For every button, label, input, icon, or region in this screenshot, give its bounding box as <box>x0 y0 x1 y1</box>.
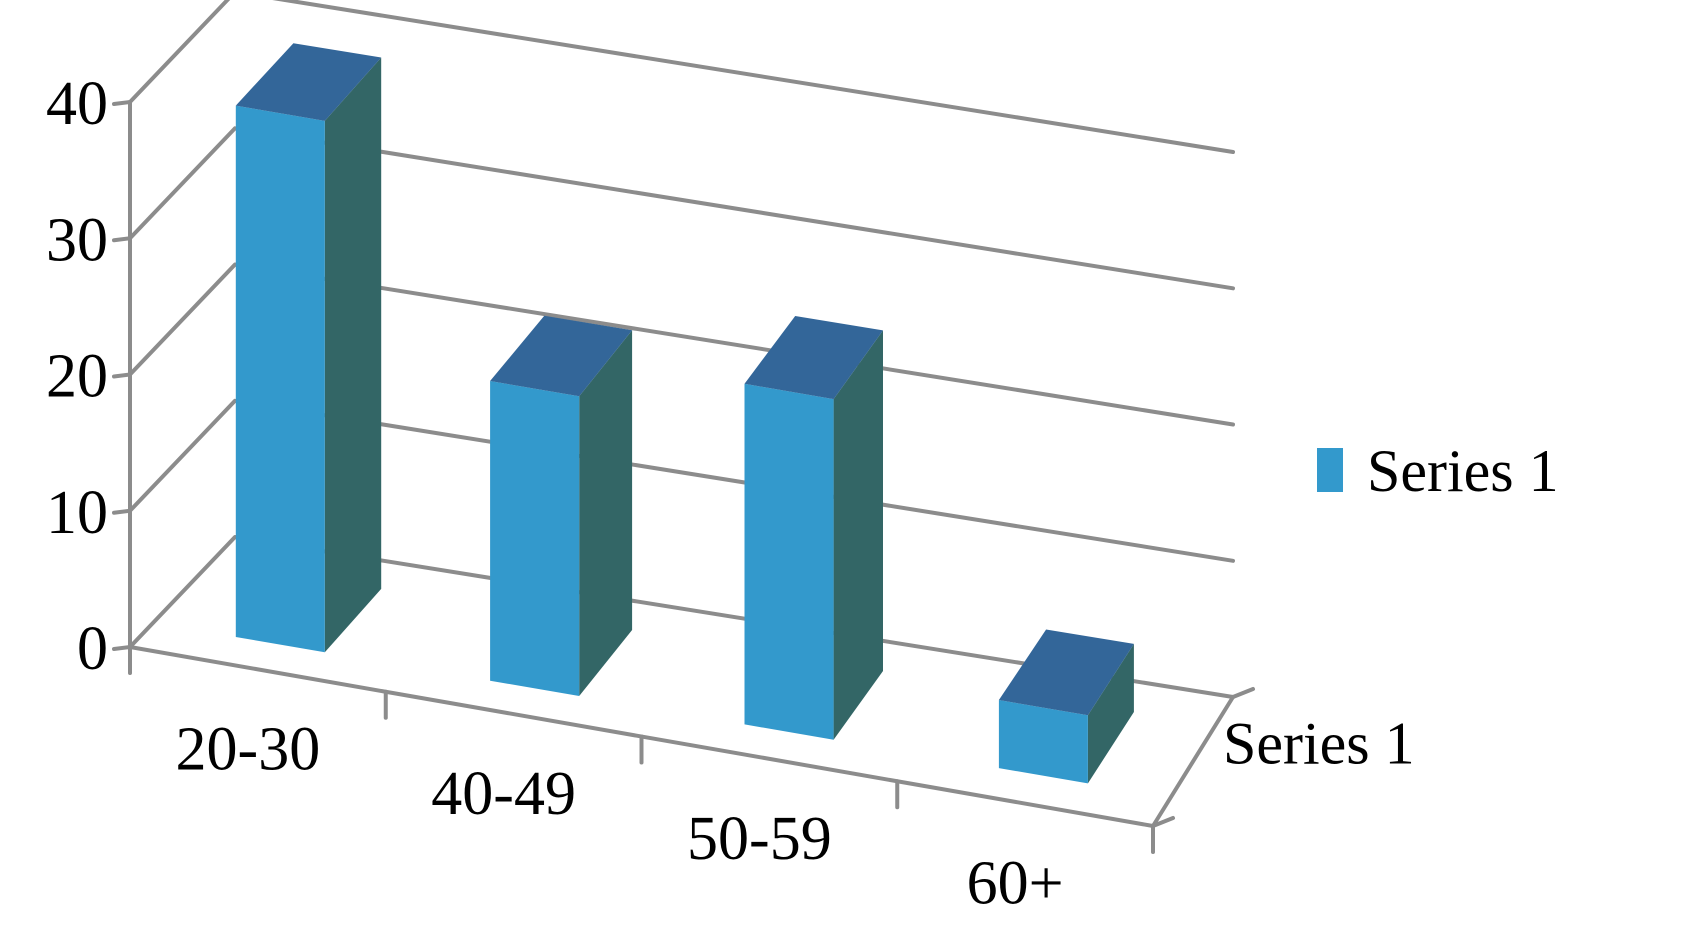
gridline-20 <box>128 262 1235 427</box>
bar-side-50-59 <box>833 330 883 740</box>
y-tick-label-0: 0 <box>77 615 108 683</box>
y-tick-label-20: 20 <box>46 343 108 411</box>
gridline-10 <box>128 398 1235 563</box>
legend-label-series-1: Series 1 <box>1367 438 1559 504</box>
y-tick-mark-0 <box>112 645 132 651</box>
bar-60+ <box>998 629 1134 784</box>
depth-tick-back <box>1231 687 1255 699</box>
gridline-40 <box>128 0 1235 154</box>
x-tick-label-20-30: 20-30 <box>176 715 321 783</box>
x-tick-label-40-49: 40-49 <box>431 760 576 828</box>
y-tick-mark-20 <box>112 372 132 379</box>
gridline-0 <box>128 535 1235 699</box>
bar-20-30 <box>235 43 382 653</box>
bar-top-60+ <box>998 629 1134 716</box>
x-tick-label-50-59: 50-59 <box>687 805 832 873</box>
bar-front-60+ <box>998 700 1088 784</box>
legend-swatch-series-1 <box>1317 448 1343 492</box>
y-tick-label-30: 30 <box>46 206 108 274</box>
bar-side-20-30 <box>324 57 382 653</box>
depth-axis-label: Series 1 <box>1223 711 1415 777</box>
x-tick-label-60+: 60+ <box>967 850 1064 918</box>
bar-side-60+ <box>1087 643 1134 784</box>
bar-40-49 <box>490 315 633 696</box>
bar-top-50-59 <box>744 316 883 400</box>
bar-50-59 <box>744 316 883 740</box>
y-tick-mark-40 <box>112 100 132 106</box>
bar-top-20-30 <box>235 43 382 121</box>
y-tick-mark-10 <box>112 508 132 515</box>
bar-front-40-49 <box>490 381 580 696</box>
depth-tick-front <box>1151 816 1175 828</box>
y-tick-label-10: 10 <box>46 479 108 547</box>
bar-side-40-49 <box>579 330 633 696</box>
y-tick-label-40: 40 <box>46 70 108 138</box>
bar-front-20-30 <box>235 105 325 653</box>
bar-front-50-59 <box>744 383 834 740</box>
y-tick-mark-30 <box>112 236 132 243</box>
gridline-30 <box>128 126 1235 291</box>
bar-top-40-49 <box>490 315 633 397</box>
